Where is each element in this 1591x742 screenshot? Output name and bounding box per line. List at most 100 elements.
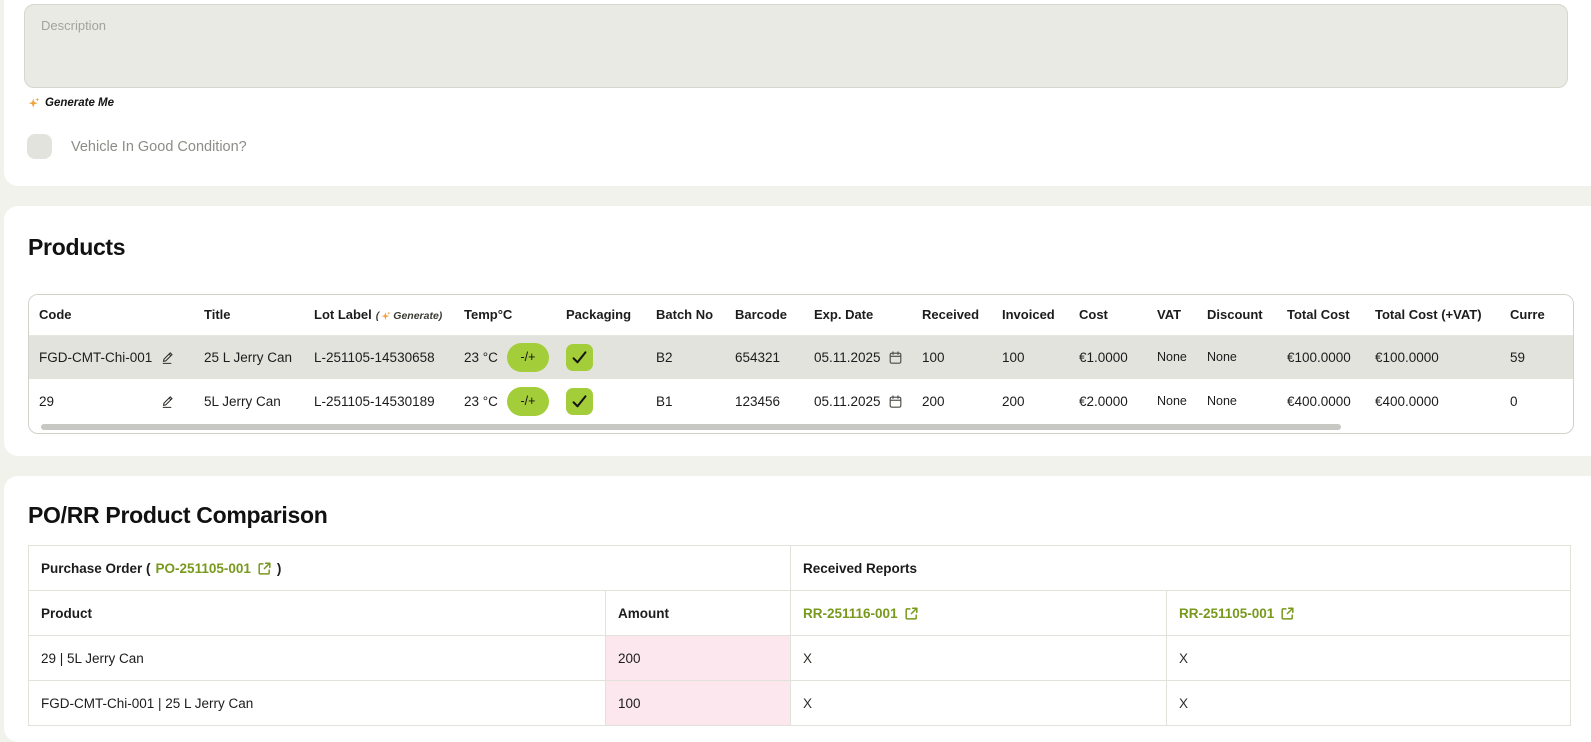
purchase-order-close: )	[276, 560, 282, 576]
product-batch-no: B1	[646, 379, 725, 423]
product-lot-label: L-251105-14530658	[304, 335, 454, 379]
products-header-row: Code Title Lot Label(Generate) Temp°C Pa…	[29, 295, 1573, 336]
product-invoiced: 200	[992, 379, 1069, 423]
product-currency: 0	[1500, 379, 1573, 423]
product-vat: None	[1147, 335, 1197, 379]
comparison-row: FGD-CMT-Chi-001 | 25 L Jerry Can 100 X X	[28, 680, 1572, 726]
product-cost: €2.0000	[1069, 379, 1147, 423]
generate-me-label: Generate Me	[45, 97, 115, 109]
product-discount: None	[1197, 379, 1277, 423]
col-header-temp: Temp°C	[454, 295, 556, 336]
product-discount: None	[1197, 335, 1277, 379]
col-header-product: Product	[28, 590, 606, 636]
products-table: Code Title Lot Label(Generate) Temp°C Pa…	[29, 295, 1573, 423]
col-header-discount: Discount	[1197, 295, 1277, 336]
packaging-checkbox[interactable]	[566, 343, 593, 371]
vehicle-condition-label: Vehicle In Good Condition?	[71, 138, 247, 155]
col-header-currency: Curre	[1500, 295, 1573, 336]
rr-match-flag: X	[790, 680, 1167, 726]
product-total-cost: €100.0000	[1277, 335, 1365, 379]
calendar-icon	[888, 394, 903, 409]
description-input[interactable]	[24, 4, 1568, 88]
received-reports-header: Received Reports	[789, 545, 1572, 591]
temp-stepper-button[interactable]: -/+	[506, 342, 549, 372]
col-header-lot-label: Lot Label(Generate)	[304, 295, 454, 336]
product-code: 29	[39, 393, 55, 409]
products-card: Products Code Title Lot Label(Generate) …	[4, 206, 1591, 456]
product-title: 25 L Jerry Can	[194, 335, 304, 379]
comparison-column-header-row: Product Amount RR-251116-001 RR-251105-0…	[28, 590, 1572, 636]
col-header-batch-no: Batch No	[646, 295, 725, 336]
comparison-group-header-row: Purchase Order ( PO-251105-001 ) Receive…	[28, 545, 1572, 591]
product-lot-label: L-251105-14530189	[304, 379, 454, 423]
sparkle-icon	[381, 311, 391, 321]
pencil-icon	[160, 393, 176, 409]
product-total-cost: €400.0000	[1277, 379, 1365, 423]
edit-code-button[interactable]	[160, 349, 176, 365]
calendar-icon	[888, 350, 903, 365]
rr-match-flag: X	[1165, 680, 1572, 726]
packaging-checkbox[interactable]	[566, 387, 593, 415]
checkmark-icon	[570, 392, 589, 411]
temp-value: 23 °C	[464, 393, 498, 409]
rr-match-flag: X	[790, 635, 1167, 681]
date-picker-button[interactable]	[888, 350, 903, 365]
rr-link[interactable]: RR-251116-001	[803, 606, 919, 621]
col-header-amount: Amount	[605, 590, 791, 636]
vehicle-condition-checkbox[interactable]	[27, 134, 52, 159]
product-received: 200	[912, 379, 992, 423]
products-title: Products	[28, 234, 126, 260]
comparison-product: FGD-CMT-Chi-001 | 25 L Jerry Can	[28, 680, 606, 726]
rr-link[interactable]: RR-251105-001	[1179, 606, 1295, 621]
comparison-amount: 100	[605, 680, 791, 726]
col-header-invoiced: Invoiced	[992, 295, 1069, 336]
purchase-order-label: Purchase Order (	[41, 560, 151, 576]
external-link-icon	[904, 606, 919, 621]
external-link-icon	[257, 561, 272, 576]
product-row: 29 5L Jerry Can L-251105-14530189 23 °C -…	[29, 379, 1573, 423]
comparison-product: 29 | 5L Jerry Can	[28, 635, 606, 681]
col-header-packaging: Packaging	[556, 295, 646, 336]
checkmark-icon	[570, 348, 589, 367]
product-row: FGD-CMT-Chi-001 25 L Jerry Can L-251105-…	[29, 335, 1573, 379]
comparison-table: Purchase Order ( PO-251105-001 ) Receive…	[28, 545, 1572, 726]
col-header-title: Title	[194, 295, 304, 336]
product-code: FGD-CMT-Chi-001	[39, 349, 153, 365]
product-batch-no: B2	[646, 335, 725, 379]
col-header-code: Code	[29, 295, 194, 336]
product-total-cost-vat: €400.0000	[1365, 379, 1500, 423]
products-table-container: Code Title Lot Label(Generate) Temp°C Pa…	[28, 294, 1574, 434]
exp-date-value: 05.11.2025	[814, 349, 881, 365]
col-header-barcode: Barcode	[725, 295, 804, 336]
col-header-total-cost-vat: Total Cost (+VAT)	[1365, 295, 1500, 336]
col-header-exp-date: Exp. Date	[804, 295, 912, 336]
exp-date-value: 05.11.2025	[814, 393, 881, 409]
horizontal-scrollbar[interactable]	[41, 424, 1341, 430]
col-header-cost: Cost	[1069, 295, 1147, 336]
product-vat: None	[1147, 379, 1197, 423]
product-total-cost-vat: €100.0000	[1365, 335, 1500, 379]
temp-value: 23 °C	[464, 349, 498, 365]
comparison-card: PO/RR Product Comparison Purchase Order …	[4, 476, 1591, 742]
col-header-received: Received	[912, 295, 992, 336]
date-picker-button[interactable]	[888, 394, 903, 409]
product-title: 5L Jerry Can	[194, 379, 304, 423]
comparison-row: 29 | 5L Jerry Can 200 X X	[28, 635, 1572, 681]
vehicle-condition-row: Vehicle In Good Condition?	[27, 134, 247, 159]
edit-code-button[interactable]	[160, 393, 176, 409]
product-currency: 59	[1500, 335, 1573, 379]
external-link-icon	[1280, 606, 1295, 621]
generate-me-button[interactable]: Generate Me	[28, 97, 114, 109]
temp-stepper-button[interactable]: -/+	[506, 386, 549, 416]
form-card: Generate Me Vehicle In Good Condition?	[4, 0, 1591, 186]
col-header-total-cost: Total Cost	[1277, 295, 1365, 336]
product-received: 100	[912, 335, 992, 379]
pencil-icon	[160, 349, 176, 365]
po-link[interactable]: PO-251105-001	[156, 561, 272, 576]
product-cost: €1.0000	[1069, 335, 1147, 379]
product-barcode: 123456	[725, 379, 804, 423]
rr-match-flag: X	[1165, 635, 1572, 681]
lot-generate-hint: (Generate)	[375, 310, 443, 323]
col-header-vat: VAT	[1147, 295, 1197, 336]
product-invoiced: 100	[992, 335, 1069, 379]
